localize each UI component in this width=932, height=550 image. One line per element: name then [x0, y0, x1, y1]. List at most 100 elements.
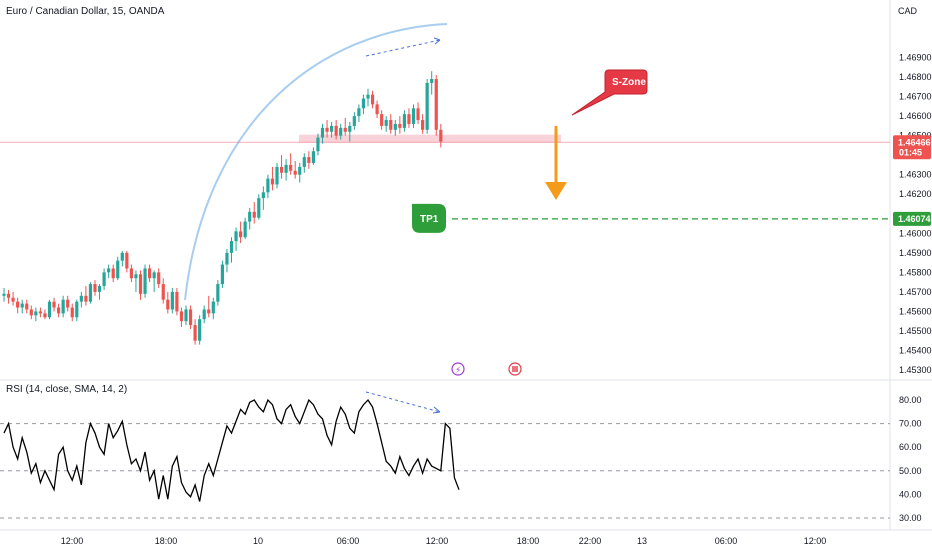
- price-tick-label: 1.45300: [899, 365, 932, 375]
- candle-body: [34, 311, 38, 316]
- candle-body: [148, 268, 152, 279]
- candle-body: [16, 301, 20, 308]
- candle-body: [380, 114, 384, 126]
- overlay-annotations: S-Zone TP1 ⚡: [365, 37, 890, 376]
- candle-body: [70, 307, 74, 318]
- price-divergence-line: [365, 39, 441, 57]
- price-tick-label: 1.46600: [899, 111, 932, 121]
- time-axis-ticks: 12:00 18:00 10 06:00 12:00 18:00 22:00 13 06:00 1…: [61, 536, 827, 546]
- candle-body: [61, 299, 65, 314]
- rsi-tick-label: 50.00: [899, 466, 922, 476]
- candle-body: [43, 313, 47, 318]
- price-tick-label: 1.46900: [899, 53, 932, 63]
- rsi-tick-label: 60.00: [899, 442, 922, 452]
- candle-body: [375, 104, 379, 115]
- candle-body: [211, 301, 215, 314]
- candle-body: [311, 151, 315, 163]
- candle-body: [52, 301, 56, 308]
- s-zone-band: [299, 134, 561, 143]
- s-zone-layer: [0, 134, 890, 143]
- candle-body: [293, 170, 297, 175]
- candle-body: [257, 198, 261, 218]
- candle-body: [184, 309, 188, 322]
- rsi-line: [3, 398, 460, 502]
- candle-body: [416, 108, 420, 121]
- candle-body: [225, 252, 229, 265]
- candle-body: [393, 123, 397, 130]
- candle-body: [66, 299, 70, 308]
- price-pane: [0, 0, 890, 380]
- candle-body: [320, 127, 325, 138]
- candle-body: [370, 94, 375, 105]
- last-price-tag: [893, 135, 931, 160]
- candle-body: [252, 211, 256, 218]
- canada-flag-glyph: [512, 366, 518, 372]
- last-price-label: 1.46466: [898, 137, 931, 147]
- candle-body: [2, 293, 6, 296]
- price-tick-label: 1.46300: [899, 170, 932, 180]
- candle-body: [357, 108, 361, 117]
- candle-body: [279, 166, 284, 173]
- candle-body: [384, 120, 388, 126]
- candle-body: [220, 264, 224, 285]
- time-tick-label: 13: [637, 536, 647, 546]
- candle-body: [411, 108, 416, 124]
- candle-body: [348, 125, 352, 132]
- candle-body: [116, 260, 120, 279]
- time-tick-label: 10: [253, 536, 263, 546]
- candle-body: [389, 120, 393, 130]
- candle-body: [316, 137, 320, 152]
- candle-body: [266, 178, 270, 193]
- candle-body: [302, 157, 306, 167]
- candle-body: [120, 252, 124, 261]
- candle-body: [202, 309, 206, 320]
- time-tick-label: 22:00: [579, 536, 602, 546]
- rsi-tick-label: 70.00: [899, 419, 922, 429]
- time-tick-label: 12:00: [804, 536, 827, 546]
- candle-body: [361, 98, 366, 109]
- candle-body: [439, 129, 443, 142]
- rsi-tick-label: 30.00: [899, 513, 922, 523]
- candle-body: [161, 284, 165, 300]
- lightning-glyph: ⚡: [455, 366, 461, 376]
- candle-body: [84, 295, 88, 302]
- price-tick-label: 1.46000: [899, 228, 932, 238]
- candle-body: [398, 123, 402, 128]
- candle-body: [198, 319, 202, 341]
- price-tick-label: 1.46800: [899, 72, 932, 82]
- s-zone-callout: [571, 69, 648, 116]
- rsi-divergence-arrowhead: [432, 406, 441, 414]
- candle-body: [79, 295, 83, 302]
- candle-body: [289, 164, 293, 171]
- candle-body: [75, 301, 79, 318]
- curve-annotation-layer: [184, 23, 448, 301]
- candle-body: [11, 297, 15, 302]
- candle-body: [134, 274, 138, 279]
- candle-body: [102, 272, 106, 287]
- time-tick-label: 06:00: [337, 536, 360, 546]
- time-tick-label: 12:00: [426, 536, 449, 546]
- tp1-price-tag: [893, 211, 931, 226]
- price-tick-label: 1.45400: [899, 345, 932, 355]
- candle-body: [152, 272, 156, 279]
- candle-body: [207, 309, 211, 314]
- candle-body: [47, 301, 52, 318]
- countdown-label: 01:45: [899, 147, 922, 157]
- price-tick-label: 1.45500: [899, 326, 932, 336]
- lightning-event-icon: [451, 362, 465, 376]
- time-tick-label: 12:00: [61, 536, 84, 546]
- candle-body: [20, 303, 24, 308]
- candle-body: [307, 157, 311, 163]
- price-tick-label: 1.45900: [899, 248, 932, 258]
- candle-body: [275, 166, 279, 185]
- candle-body: [261, 192, 265, 199]
- candle-body: [352, 116, 356, 126]
- time-tick-label: 18:00: [155, 536, 178, 546]
- candle-body: [334, 125, 338, 136]
- candle-body: [25, 303, 29, 310]
- candle-body: [179, 311, 184, 322]
- price-tick-label: 1.45600: [899, 306, 932, 316]
- rsi-tick-label: 80.00: [899, 395, 922, 405]
- candle-body: [107, 268, 111, 273]
- candle-body: [175, 291, 179, 312]
